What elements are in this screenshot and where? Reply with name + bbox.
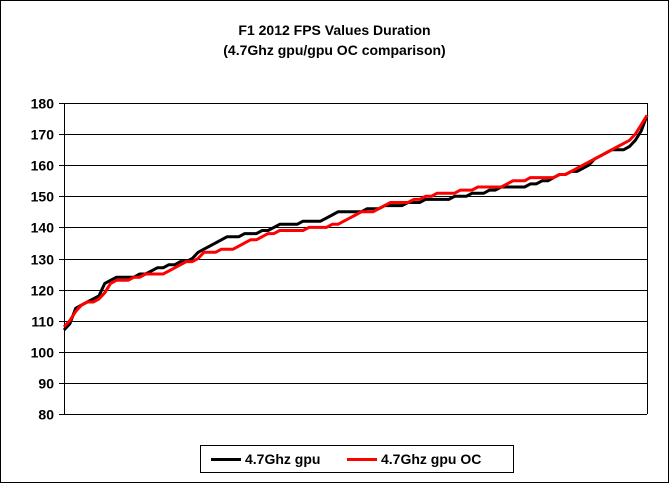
legend: 4.7Ghz gpu 4.7Ghz gpu OC (200, 445, 514, 473)
legend-label-gpu: 4.7Ghz gpu (245, 451, 321, 467)
y-tick-label-140: 140 (31, 220, 55, 236)
y-tick-label-180: 180 (31, 96, 55, 112)
y-tick-label-110: 110 (31, 314, 54, 330)
chart-title: F1 2012 FPS Values Duration (238, 22, 431, 38)
y-tick-label-120: 120 (31, 283, 55, 299)
y-tick-label-150: 150 (31, 189, 55, 205)
series-line-gpu-oc (62, 114, 649, 328)
legend-label-gpu-oc: 4.7Ghz gpu OC (381, 451, 482, 467)
legend-item-gpu-oc: 4.7Ghz gpu OC (347, 450, 481, 468)
legend-swatch-gpu (211, 457, 241, 461)
chart-subtitle: (4.7Ghz gpu/gpu OC comparison) (223, 42, 446, 58)
y-tick-label-160: 160 (31, 158, 55, 174)
y-tick-label-130: 130 (31, 252, 55, 268)
y-tick-label-80: 80 (38, 407, 54, 423)
y-tick-label-170: 170 (31, 127, 55, 143)
legend-swatch-gpu-oc (347, 457, 377, 461)
y-tick-label-100: 100 (31, 345, 55, 361)
series-line-gpu (62, 114, 649, 332)
y-tick-label-90: 90 (38, 376, 54, 392)
legend-item-gpu: 4.7Ghz gpu (211, 450, 320, 468)
